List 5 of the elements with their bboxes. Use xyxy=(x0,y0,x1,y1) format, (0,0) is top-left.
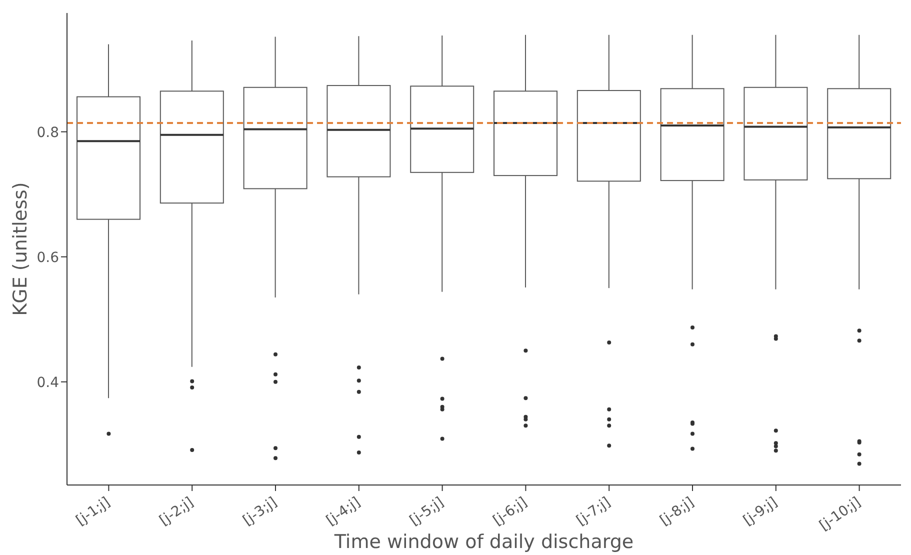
y-axis-title: KGE (unitless) xyxy=(10,182,32,316)
x-axis-title: Time window of daily discharge xyxy=(333,531,634,553)
y-tick-label: 0.4 xyxy=(36,374,60,391)
y-tick-label: 0.6 xyxy=(36,250,60,266)
y-tick-label: 0.8 xyxy=(36,124,59,141)
